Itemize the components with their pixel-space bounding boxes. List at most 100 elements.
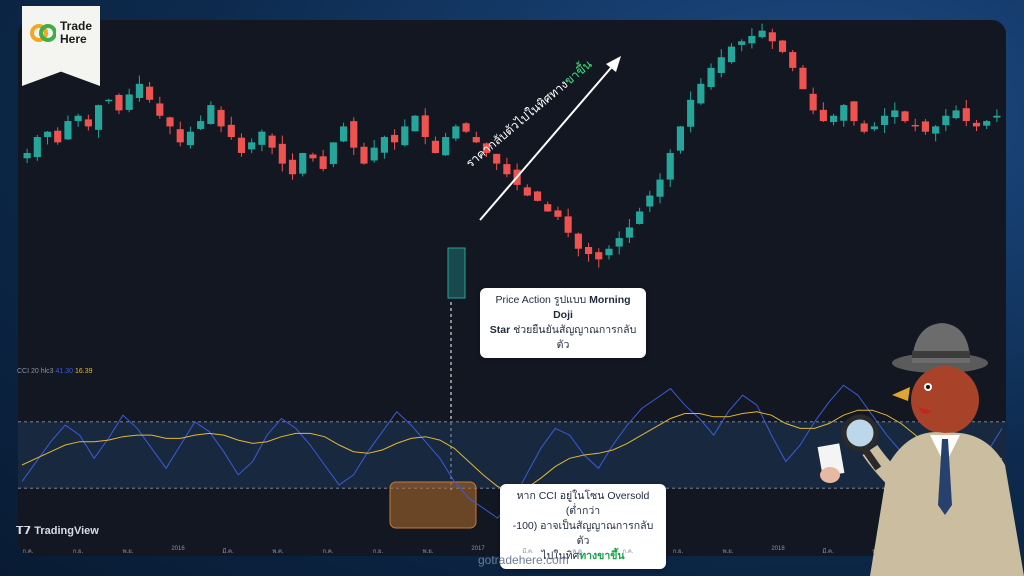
candle-body xyxy=(748,35,756,44)
candle-body xyxy=(166,117,174,127)
candle-body xyxy=(707,67,715,88)
candle-body xyxy=(370,147,378,161)
candle-body xyxy=(625,227,633,238)
candle-body xyxy=(248,142,256,150)
candle-body xyxy=(901,111,909,122)
candle-body xyxy=(942,115,950,126)
candle-body xyxy=(115,94,123,111)
candle-body xyxy=(23,152,31,159)
cci-legend-label: CCI 20 hlc3 xyxy=(17,368,54,375)
candle-body xyxy=(778,40,787,52)
candle-body xyxy=(881,115,889,126)
candle-body xyxy=(309,154,317,159)
cci-callout: หาก CCI อยู่ในโซน Oversold (ต่ำกว่า -100… xyxy=(500,484,666,569)
x-tick-label: มี.ค. xyxy=(222,549,234,555)
candle-body xyxy=(789,52,797,68)
candle-body xyxy=(319,156,327,169)
candle-body xyxy=(697,83,705,104)
candle-body xyxy=(564,216,572,233)
candle-body xyxy=(401,126,409,146)
candle-body xyxy=(33,137,41,158)
chart-canvas xyxy=(18,23,1006,529)
pattern-callout-text2: ช่วยยืนยันสัญญาณการกลับตัว xyxy=(510,324,637,351)
oversold-highlight-box xyxy=(389,481,477,529)
candle-body xyxy=(227,124,235,138)
candle-body xyxy=(636,211,644,224)
candle-body xyxy=(952,110,960,119)
candle-body xyxy=(676,126,685,151)
candle-body xyxy=(503,164,511,175)
candle-body xyxy=(380,137,388,153)
cci-band xyxy=(18,421,1006,489)
candle-body xyxy=(472,137,480,143)
candle-body xyxy=(554,210,562,217)
x-tick-label: ก.ค. xyxy=(622,549,634,555)
candle-body xyxy=(921,121,930,132)
candle-body xyxy=(452,126,460,139)
website-url: gotradehere.com xyxy=(478,553,569,567)
candle-body xyxy=(278,143,286,164)
candle-body xyxy=(983,121,991,126)
pattern-callout-text1: Price Action รูปแบบ xyxy=(495,294,590,306)
candle-body xyxy=(717,57,725,73)
x-tick-label: มี.ค. xyxy=(522,549,534,555)
candle-body xyxy=(687,99,695,127)
candle-body xyxy=(350,121,358,148)
candle-body xyxy=(74,115,82,122)
cci-legend-value2: 16.39 xyxy=(75,368,93,375)
candle-body xyxy=(482,143,491,153)
candle-body xyxy=(584,246,593,255)
candle-body xyxy=(288,159,297,175)
candle-body xyxy=(533,191,542,201)
candle-body xyxy=(442,137,450,156)
candle-body xyxy=(105,99,113,102)
candle-body xyxy=(54,130,62,143)
candle-body xyxy=(360,146,368,164)
candle-body xyxy=(799,67,807,90)
x-tick-label: ก.ค. xyxy=(22,549,34,555)
candle-body xyxy=(339,126,348,142)
candle-body xyxy=(94,105,103,130)
cci-callout-highlight: ทางขาขึ้น xyxy=(579,550,625,562)
candle-body xyxy=(972,122,981,127)
candle-body xyxy=(850,101,858,122)
candle-body xyxy=(186,131,195,146)
candle-body xyxy=(819,109,827,122)
candle-body xyxy=(768,32,776,42)
candle-body xyxy=(840,105,848,121)
candle-body xyxy=(860,123,868,132)
x-tick-label: พ.ย. xyxy=(422,549,434,555)
candle-body xyxy=(156,103,164,116)
candle-body xyxy=(258,131,266,145)
candle-body xyxy=(391,134,399,143)
candle-body xyxy=(268,135,276,148)
candle-body xyxy=(574,233,582,249)
candle-body xyxy=(43,131,52,137)
candle-body xyxy=(962,108,970,122)
candle-body xyxy=(176,129,184,143)
tradingview-name: TradingView xyxy=(34,525,99,537)
candle-body xyxy=(829,115,838,123)
x-tick-label: มี.ค. xyxy=(822,549,834,555)
x-tick-label: พ.ย. xyxy=(122,549,134,555)
tradingview-logo: 𝗧𝟳 TradingView xyxy=(16,524,99,537)
x-tick-label: ก.ค. xyxy=(322,549,334,555)
candle-body xyxy=(727,46,736,63)
tradingview-logo-icon: 𝗧𝟳 xyxy=(16,525,35,537)
candle-body xyxy=(605,248,613,256)
candle-body xyxy=(217,109,225,127)
candle-body xyxy=(237,137,246,153)
candle-body xyxy=(329,142,337,165)
candle-body xyxy=(666,152,674,180)
candle-body xyxy=(411,115,419,132)
x-tick-label: ก.ย. xyxy=(72,549,84,555)
x-tick-label: ก.ย. xyxy=(372,549,384,555)
candle-body xyxy=(125,94,133,110)
candle-body xyxy=(523,187,531,196)
candle-body xyxy=(207,105,215,125)
pattern-callout-bold1: Morning Doji xyxy=(553,294,631,321)
cci-legend: CCI 20 hlc3 41.30 16.39 xyxy=(17,368,93,375)
candle-body xyxy=(64,121,72,140)
x-tick-label: ก.ย. xyxy=(672,549,684,555)
x-tick-label: 2016 xyxy=(171,546,185,552)
